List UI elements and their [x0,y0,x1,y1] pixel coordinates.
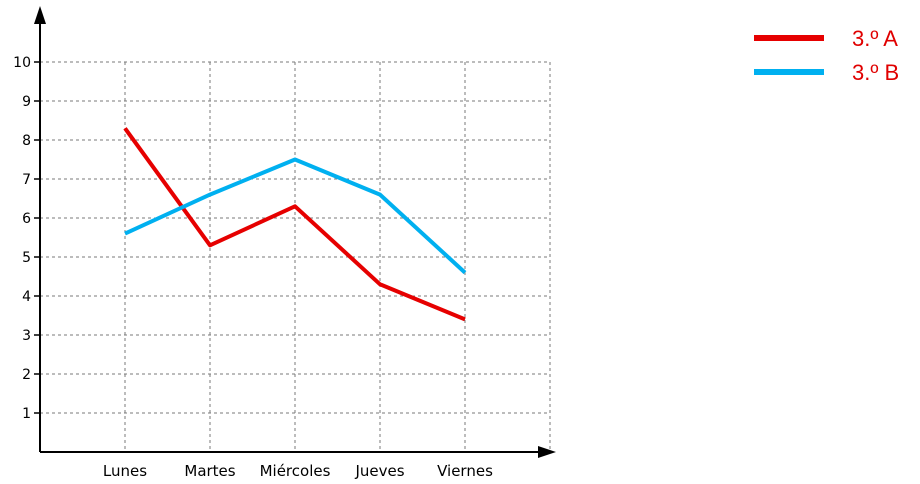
y-tick-label: 10 [13,55,31,71]
y-tick-label: 2 [22,367,31,383]
x-axis-arrow [538,446,556,458]
legend-label-1: 3.º A [852,26,898,51]
x-tick-label: Jueves [354,462,404,480]
y-ticks: 1 2 3 4 5 6 7 8 9 10 [13,55,40,422]
y-tick-label: 7 [22,172,31,188]
y-tick-label: 8 [22,133,31,149]
series-line-2 [124,157,467,275]
legend: 3.º A 3.º B [754,26,899,85]
y-axis-arrow [34,6,46,24]
x-tick-label: Lunes [103,462,147,480]
axes [34,6,556,458]
x-ticks: Lunes Martes Miércoles Jueves Viernes [103,462,493,480]
y-tick-label: 5 [22,250,31,266]
series [123,127,467,322]
x-tick-label: Martes [184,462,235,480]
x-tick-label: Viernes [437,462,493,480]
grid [40,61,551,452]
y-tick-label: 9 [22,94,31,110]
y-tick-label: 6 [22,211,31,227]
y-tick-label: 1 [22,406,31,422]
y-tick-label: 3 [22,328,31,344]
x-tick-label: Miércoles [260,462,331,480]
legend-label-2: 3.º B [852,60,899,85]
y-tick-label: 4 [22,289,31,305]
